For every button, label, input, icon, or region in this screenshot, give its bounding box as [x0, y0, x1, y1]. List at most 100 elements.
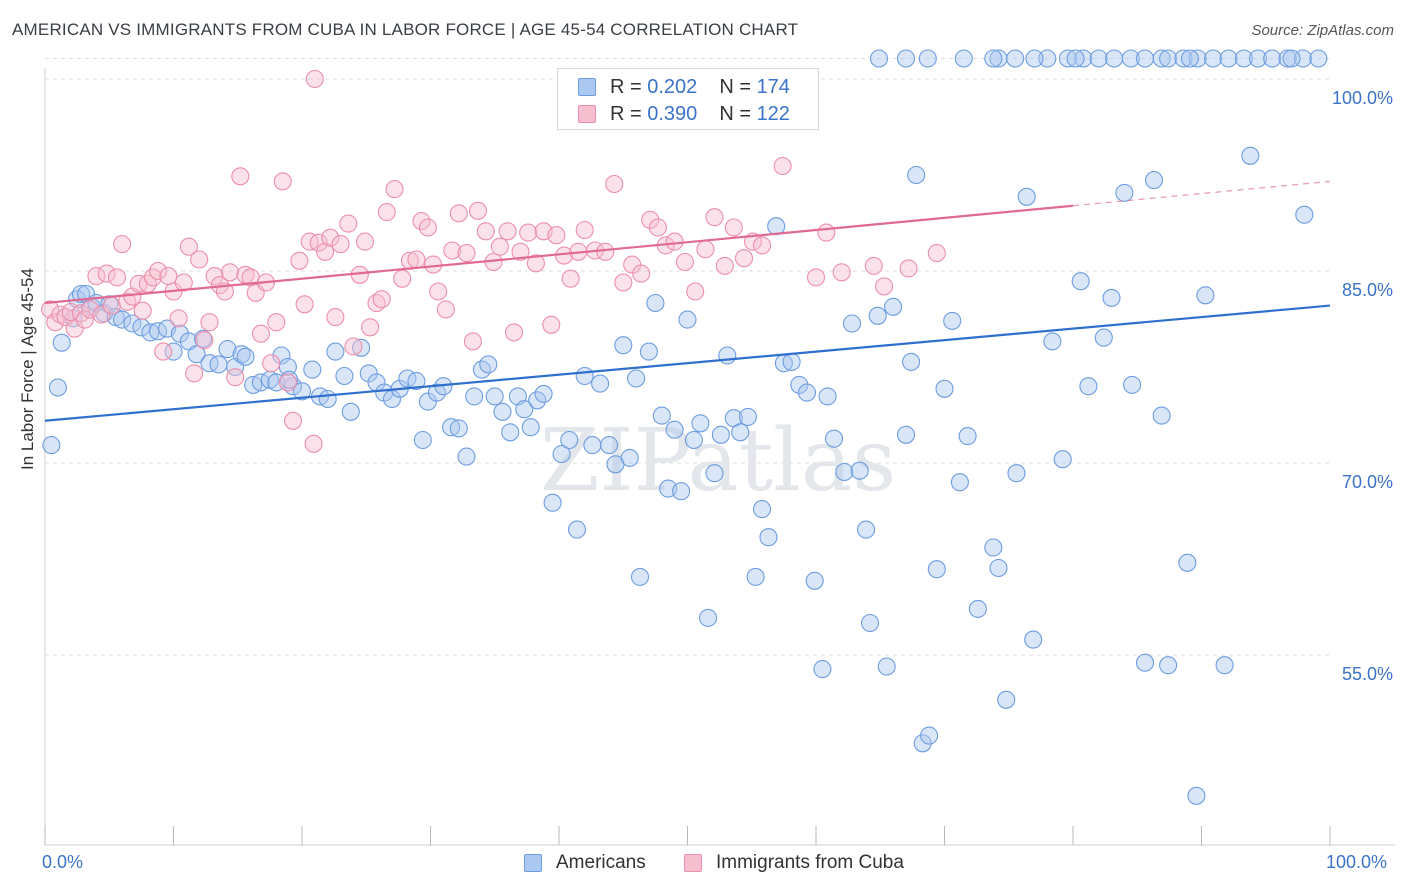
data-point — [407, 250, 426, 269]
r-label: R = — [610, 102, 642, 125]
data-point — [857, 520, 876, 539]
data-point — [984, 538, 1003, 557]
data-point — [231, 167, 250, 186]
data-point — [752, 236, 772, 255]
data-point — [575, 220, 594, 240]
data-point — [303, 360, 322, 379]
data-point — [835, 462, 854, 482]
n-label: N = — [719, 102, 751, 125]
data-point — [1159, 656, 1178, 675]
data-point — [868, 306, 887, 325]
data-point — [818, 387, 837, 406]
data-point — [665, 232, 684, 251]
r-value-americans: 0.202 — [647, 75, 698, 98]
data-point — [511, 242, 530, 261]
data-point — [393, 269, 412, 288]
data-point — [715, 256, 734, 275]
data-point — [1278, 49, 1297, 68]
data-point — [1144, 171, 1164, 190]
data-point — [672, 482, 691, 501]
data-point — [187, 345, 206, 364]
data-point — [575, 366, 594, 386]
data-point — [1074, 49, 1093, 68]
data-point — [504, 323, 524, 342]
data-point — [164, 342, 183, 361]
data-point — [498, 222, 517, 241]
legend-item-cuba[interactable]: Immigrants from Cuba — [684, 852, 904, 874]
data-point — [1174, 49, 1193, 68]
data-point — [305, 69, 324, 89]
data-point — [954, 49, 973, 68]
data-point — [968, 599, 987, 618]
data-point — [118, 292, 137, 311]
data-point — [80, 300, 100, 319]
data-point — [335, 366, 354, 386]
data-point — [304, 434, 323, 453]
data-point — [262, 354, 281, 373]
r-label: R = — [610, 75, 642, 98]
data-point — [1123, 375, 1142, 394]
data-point — [424, 255, 443, 274]
data-point — [465, 387, 484, 406]
data-point — [412, 212, 431, 231]
data-point — [1006, 49, 1025, 68]
data-point — [463, 332, 482, 351]
data-point — [194, 329, 213, 348]
data-point — [1187, 786, 1206, 805]
data-point — [1248, 49, 1268, 68]
data-point — [1102, 288, 1121, 307]
data-point — [113, 310, 132, 329]
series-legend: Americans Immigrants from Cuba — [0, 852, 1406, 878]
data-point — [790, 375, 809, 394]
data-point — [220, 263, 240, 282]
data-point — [107, 268, 127, 287]
data-point — [711, 425, 730, 444]
data-point — [850, 461, 869, 480]
data-point — [632, 264, 651, 283]
data-point — [1295, 205, 1314, 224]
data-point — [773, 156, 792, 176]
data-point — [195, 331, 214, 350]
data-point — [352, 338, 371, 357]
data-point — [567, 520, 587, 539]
data-point — [943, 311, 962, 330]
data-point — [907, 165, 926, 185]
data-point — [443, 241, 462, 260]
r-value-cuba: 0.390 — [647, 102, 698, 125]
data-point — [782, 352, 801, 371]
data-point — [731, 423, 750, 442]
data-point — [295, 295, 314, 314]
data-point — [200, 354, 219, 373]
data-point — [759, 528, 778, 547]
data-point — [920, 726, 939, 745]
data-point — [51, 305, 70, 324]
data-point — [236, 347, 255, 366]
data-point — [1219, 49, 1238, 68]
data-point — [113, 235, 132, 254]
legend-item-americans[interactable]: Americans — [524, 852, 646, 874]
data-point — [1007, 464, 1026, 483]
legend-label-americans: Americans — [556, 852, 646, 873]
stats-legend: R = 0.202 N = 174 R = 0.390 N = 122 — [557, 68, 819, 130]
legend-label-cuba: Immigrants from Cuba — [716, 852, 904, 873]
data-point — [65, 319, 84, 338]
cuba-trend-line — [44, 204, 1074, 305]
data-point — [652, 406, 671, 425]
data-point — [159, 267, 178, 286]
data-point — [218, 340, 237, 359]
americans-swatch — [578, 78, 596, 96]
data-point — [552, 444, 571, 464]
data-point — [1017, 187, 1036, 206]
data-point — [1196, 286, 1215, 305]
data-point — [278, 373, 297, 392]
data-point — [752, 500, 772, 519]
data-point — [1204, 49, 1223, 68]
data-point — [705, 208, 724, 227]
data-point — [479, 355, 498, 374]
data-point — [476, 222, 495, 241]
data-point — [641, 210, 660, 229]
data-point — [251, 324, 270, 343]
y-tick-label: 100.0% — [1332, 88, 1393, 108]
data-point — [675, 252, 694, 272]
x-tick-label-min: 0.0% — [42, 852, 84, 872]
